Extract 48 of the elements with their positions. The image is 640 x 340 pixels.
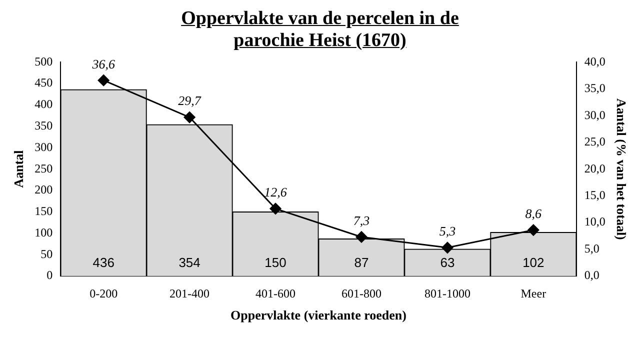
point	[356, 231, 368, 243]
y-tick-label: 300	[34, 140, 53, 154]
y2-tick-label: 35,0	[584, 81, 606, 96]
data-label: 354	[178, 255, 200, 270]
y2-tick-label: 25,0	[584, 134, 606, 149]
y2-axis-title: Aantal (% van het totaal)	[614, 98, 629, 240]
data-label: 12,6	[264, 184, 288, 200]
y2-tick-label: 40,0	[584, 54, 606, 68]
data-label: 87	[354, 255, 369, 270]
y2-tick-label: 30,0	[584, 108, 606, 122]
point	[184, 112, 196, 124]
point	[98, 74, 110, 86]
y2-tick-label: 20,0	[584, 161, 606, 176]
y-tick-label: 350	[34, 118, 53, 132]
y-tick-label: 500	[34, 54, 53, 68]
data-label: 63	[440, 255, 455, 270]
y-tick-label: 100	[34, 225, 53, 240]
x-tick-label: Meer	[520, 286, 546, 300]
data-label: 7,3	[353, 212, 370, 228]
x-axis-title: Oppervlakte (vierkante roeden)	[230, 308, 406, 323]
point	[270, 202, 282, 214]
y-tick-label: 0	[46, 268, 53, 282]
y2-tick-label: 0,0	[584, 268, 600, 282]
data-label: 436	[92, 255, 114, 270]
point	[528, 224, 540, 236]
y-tick-label: 200	[34, 182, 53, 197]
data-label: 150	[264, 255, 286, 270]
y-tick-label: 400	[34, 97, 53, 112]
data-label: 5,3	[439, 224, 456, 239]
data-label: 29,7	[178, 93, 202, 108]
data-label: 36,6	[91, 56, 116, 72]
x-tick-label: 401-600	[256, 286, 296, 300]
data-label: 102	[522, 255, 544, 270]
y-tick-label: 150	[34, 204, 53, 218]
y2-tick-label: 15,0	[584, 188, 606, 202]
y-tick-label: 50	[40, 246, 53, 261]
point	[442, 242, 454, 254]
y2-tick-label: 5,0	[584, 241, 600, 256]
y-axis-title: Aantal	[11, 150, 26, 188]
x-tick-label: 201-400	[170, 286, 210, 300]
x-tick-label: 601-800	[341, 286, 382, 300]
y-tick-label: 250	[34, 161, 53, 176]
y2-tick-label: 10,0	[584, 214, 606, 229]
chart-title: Oppervlakte van de percelen in de parochie Heist (1670)	[180, 8, 460, 52]
data-label: 8,6	[525, 206, 542, 221]
x-tick-label: 801-1000	[424, 286, 470, 300]
y-tick-label: 450	[34, 76, 53, 90]
x-tick-label: 0-200	[90, 286, 118, 300]
